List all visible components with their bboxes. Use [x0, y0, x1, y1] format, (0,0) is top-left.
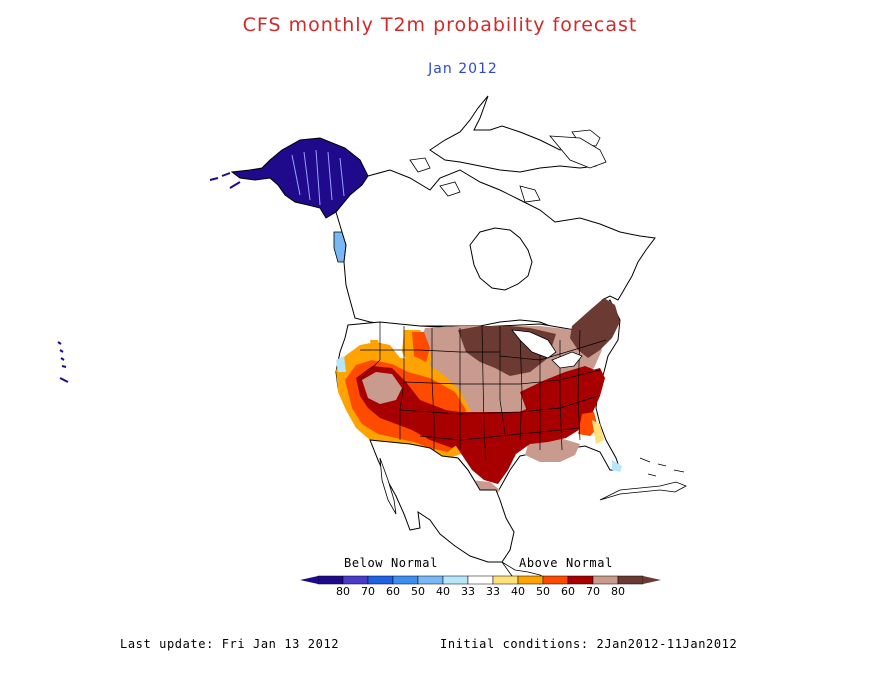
legend-tick-label: 50 [411, 585, 425, 598]
legend-swatch [417, 575, 444, 585]
legend-tick-label: 80 [611, 585, 625, 598]
legend-colorbar [300, 575, 661, 585]
state-boundaries [359, 322, 607, 461]
legend-swatch [542, 575, 569, 585]
legend-swatch [317, 575, 344, 585]
legend-tick-label: 70 [361, 585, 375, 598]
region-hawaii [57, 341, 69, 383]
legend-swatch [392, 575, 419, 585]
map-title: CFS monthly T2m probability forecast [242, 14, 638, 36]
legend-tick-label: 33 [461, 585, 475, 598]
legend-swatch [342, 575, 369, 585]
legend-arrow-left [300, 576, 318, 584]
legend-swatch [442, 575, 469, 585]
legend-tick-label: 80 [336, 585, 350, 598]
legend-tick-label: 60 [561, 585, 575, 598]
region-alaska [230, 137, 369, 219]
legend-swatch [592, 575, 619, 585]
legend-tick-label: 40 [511, 585, 525, 598]
legend-swatch [492, 575, 519, 585]
legend-swatch [517, 575, 544, 585]
legend-swatch [367, 575, 394, 585]
last-update-text: Last update: Fri Jan 13 2012 [120, 637, 340, 651]
legend-tick-label: 33 [486, 585, 500, 598]
legend-swatch [567, 575, 594, 585]
legend-tick-label: 70 [586, 585, 600, 598]
initial-conditions-text: Initial conditions: 2Jan2012-11Jan2012 [440, 637, 738, 651]
legend-tick-label: 40 [436, 585, 450, 598]
legend-swatch [617, 575, 644, 585]
legend-tick-label: 50 [536, 585, 550, 598]
legend-arrow-right [643, 576, 661, 584]
map-subtitle: Jan 2012 [428, 61, 498, 77]
legend-below-label: Below Normal [344, 556, 438, 570]
legend-tick-label: 60 [386, 585, 400, 598]
legend-swatch [467, 575, 494, 585]
legend-above-label: Above Normal [519, 556, 613, 570]
